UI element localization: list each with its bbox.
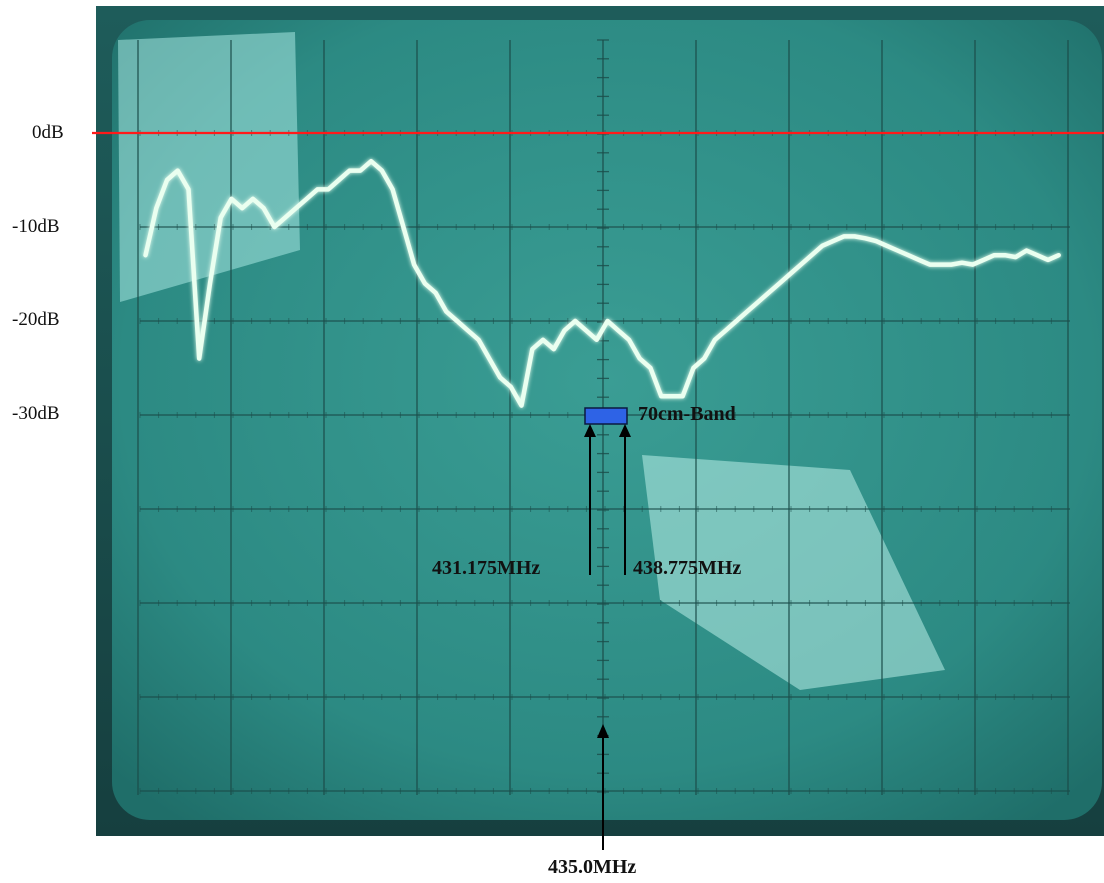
center-frequency-arrow [597, 724, 609, 850]
band-marker [584, 407, 628, 425]
center-frequency-label: 435.0MHz [548, 856, 637, 878]
y-tick-label: -20dB [12, 309, 60, 330]
response-trace [143, 158, 1061, 408]
band-upper-frequency-label: 438.775MHz [633, 557, 742, 579]
band-upper-arrow [619, 424, 631, 575]
y-tick-label: -30dB [12, 403, 60, 424]
band-lower-arrow [584, 424, 596, 575]
band-label: 70cm-Band [638, 403, 736, 425]
y-tick-label: -10dB [12, 216, 60, 237]
band-lower-frequency-label: 431.175MHz [432, 557, 541, 579]
y-tick-label: 0dB [32, 122, 64, 143]
glare-reflection-left [118, 32, 300, 302]
glare-reflection-right [642, 455, 945, 690]
